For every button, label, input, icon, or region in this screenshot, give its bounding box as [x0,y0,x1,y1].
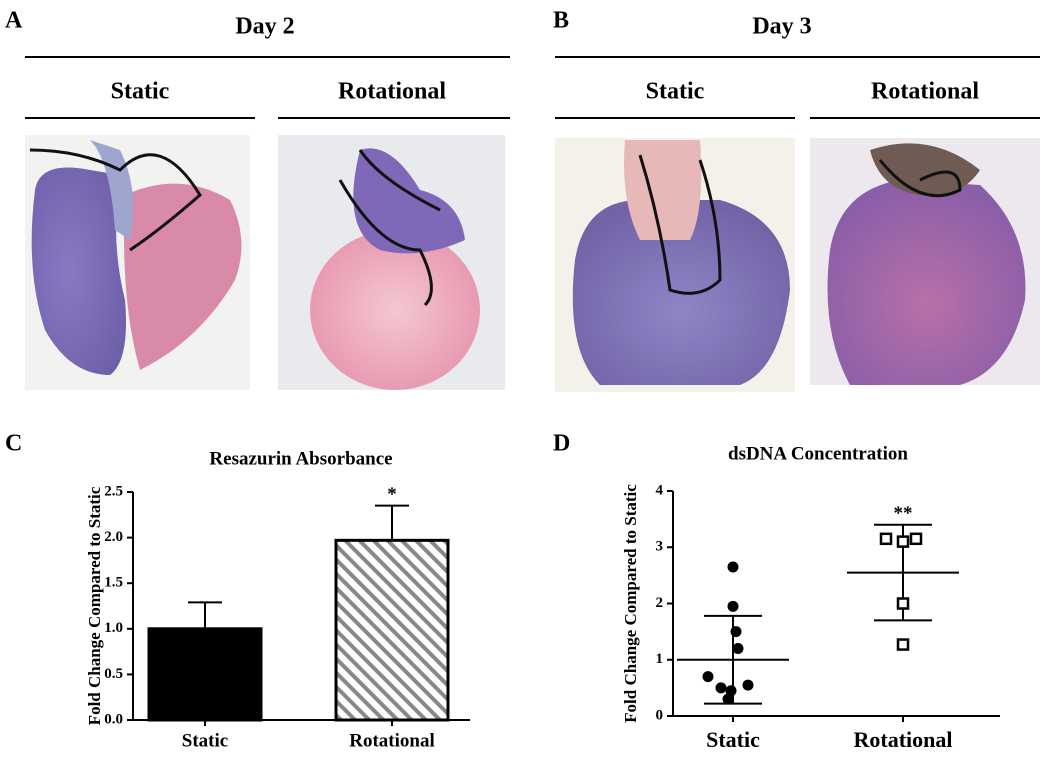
y-tick-label: 2.5 [104,483,123,499]
y-tick-label: 1.0 [104,620,123,636]
x-tick-label: Rotational [349,730,435,751]
panel-letter: C [5,431,22,457]
column-label: Static [646,79,705,105]
panel-letter: D [553,431,570,457]
point [879,532,893,546]
header-rules [25,56,1040,119]
y-tick-label: 4 [656,482,664,498]
point [732,643,744,654]
panel-letter: A [5,8,23,34]
photo-day3-static [555,138,795,392]
significance: * [387,484,397,505]
point [727,561,739,573]
point [896,638,910,651]
point [725,685,737,697]
point [896,597,910,610]
y-tick-label: 1 [656,651,664,667]
y-tick-label: 3 [656,539,664,555]
column-label: Static [111,79,170,105]
point [727,600,739,612]
significance: ** [894,503,913,524]
y-tick-label: 2.0 [104,529,123,545]
x-tick-label: Static [706,727,760,752]
y-axis-label: Fold Change Compared to Static [85,486,104,725]
photo-day2-rotational [278,135,505,390]
x-tick-label: Rotational [854,727,953,752]
panel-title: Day 3 [752,14,811,40]
photo-day3-rotational [810,138,1040,385]
bar [334,538,450,722]
y-tick-label: 1.5 [104,575,123,591]
chart-title: dsDNA Concentration [728,443,908,464]
column-label: Rotational [871,79,979,105]
point [730,626,742,638]
point [909,532,923,546]
point [742,679,754,691]
x-tick-label: Static [182,730,228,751]
bar [147,627,263,722]
photo-day2-static [25,135,250,390]
point [896,535,910,548]
y-tick-label: 0.0 [104,711,123,727]
y-axis-label: Fold Change Compared to Static [621,484,640,723]
panel-title: Day 2 [235,14,294,40]
point [715,682,727,694]
y-tick-label: 2 [656,595,664,611]
chart-title: Resazurin Absorbance [209,448,392,469]
point [702,671,714,683]
y-tick-label: 0 [656,707,664,723]
point [722,693,734,705]
y-tick-label: 0.5 [104,666,123,682]
panel-letter: B [553,8,569,34]
column-label: Rotational [338,79,446,105]
